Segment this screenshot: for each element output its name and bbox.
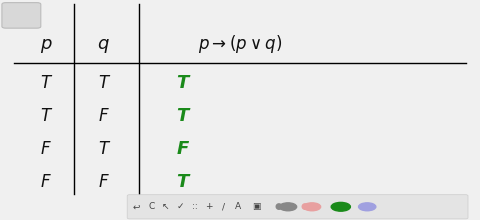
Text: F: F: [41, 172, 50, 191]
Text: F: F: [176, 139, 189, 158]
FancyBboxPatch shape: [127, 195, 468, 219]
Circle shape: [303, 203, 321, 211]
Text: q: q: [97, 35, 109, 53]
FancyBboxPatch shape: [2, 3, 41, 28]
Text: ↩: ↩: [133, 202, 141, 211]
Text: /: /: [222, 202, 225, 211]
Text: ●: ●: [363, 202, 371, 211]
Text: F: F: [98, 106, 108, 125]
Text: T: T: [176, 73, 189, 92]
Circle shape: [279, 203, 297, 211]
Circle shape: [359, 203, 376, 211]
Circle shape: [331, 202, 350, 211]
Text: ↖: ↖: [162, 202, 169, 211]
Text: F: F: [41, 139, 50, 158]
Text: T: T: [40, 106, 51, 125]
Text: A: A: [235, 202, 240, 211]
Text: C: C: [148, 202, 155, 211]
Text: ::: ::: [192, 202, 197, 211]
Text: ✓: ✓: [176, 202, 184, 211]
Text: p: p: [40, 35, 51, 53]
Text: T: T: [40, 73, 51, 92]
Text: ●: ●: [301, 202, 309, 211]
Text: T: T: [98, 73, 108, 92]
Text: T: T: [98, 139, 108, 158]
Text: ▣: ▣: [252, 202, 261, 211]
Text: $p \rightarrow (p \vee q)$: $p \rightarrow (p \vee q)$: [198, 33, 282, 55]
Text: ●: ●: [332, 202, 340, 211]
Text: T: T: [176, 106, 189, 125]
Text: +: +: [205, 202, 213, 211]
Text: T: T: [176, 172, 189, 191]
Text: ●: ●: [275, 202, 282, 211]
Text: F: F: [98, 172, 108, 191]
